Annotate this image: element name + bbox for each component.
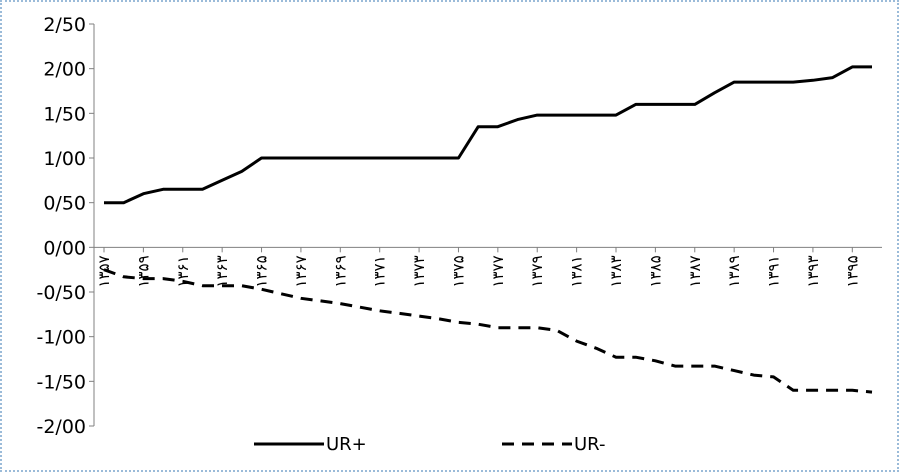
x-tick-label: ۱۳۶۷ [292,255,310,287]
y-tick-label: 0/50 [43,193,86,215]
y-tick-label: -1/00 [36,327,86,349]
legend-label-ur-minus: UR- [574,434,605,455]
y-tick-label: 1/50 [43,103,86,125]
x-tick-label: ۱۳۵۷ [95,255,113,287]
x-tick-label: ۱۳۸۷ [686,255,704,287]
series-line-ur-minus [103,268,873,394]
y-tick-label: -2/00 [36,416,86,438]
y-tick-label: -1/50 [36,371,86,393]
y-tick-label: 2/00 [43,59,86,81]
x-tick-label: ۱۳۹۵ [843,255,861,287]
y-tick-label: 0/00 [43,237,86,259]
x-tick-label: ۱۳۷۷ [489,255,507,287]
y-tick-label: -0/50 [36,282,86,304]
y-tick-labels: 2/50 2/00 1/50 1/00 0/50 0/00 -0/50 -1/00 -1/50 -… [36,14,86,438]
x-tick-labels: ۱۳۵۷ ۱۳۵۹ ۱۳۶۱ ۱۳۶۳ ۱۳۶۵ ۱۳۶۷ ۱۳۶۹ ۱۳۷۱ ۱۳۷۳ ۱۳۷۵… [95,255,861,287]
series-lines [103,65,873,394]
axes [89,23,882,427]
legend: UR+ UR- [254,434,605,455]
x-tick-label: ۱۳۸۱ [568,255,586,287]
x-tick-label: ۱۳۷۳ [410,255,428,287]
x-tick-label: ۱۳۵۹ [134,255,152,287]
series-line-ur-plus [104,65,872,205]
x-tick-label: ۱۳۹۳ [804,255,822,287]
y-tick-label: 1/00 [43,148,86,170]
x-tick-label: ۱۳۸۳ [607,255,625,287]
x-tick-label: ۱۳۷۱ [371,255,389,287]
y-tick-label: 2/50 [43,14,86,36]
x-tick-label: ۱۳۷۹ [528,255,546,287]
x-tick-label: ۱۳۹۱ [765,255,783,287]
legend-label-ur-plus: UR+ [326,434,367,455]
x-tick-label: ۱۳۶۵ [253,255,271,287]
x-tick-label: ۱۳۶۹ [331,255,349,287]
x-tick-label: ۱۳۶۳ [213,255,231,287]
x-tick-label: ۱۳۸۹ [725,255,743,287]
x-tick-label: ۱۳۶۱ [174,255,192,287]
x-tick-label: ۱۳۷۵ [449,255,467,287]
x-tick-label: ۱۳۸۵ [646,255,664,287]
